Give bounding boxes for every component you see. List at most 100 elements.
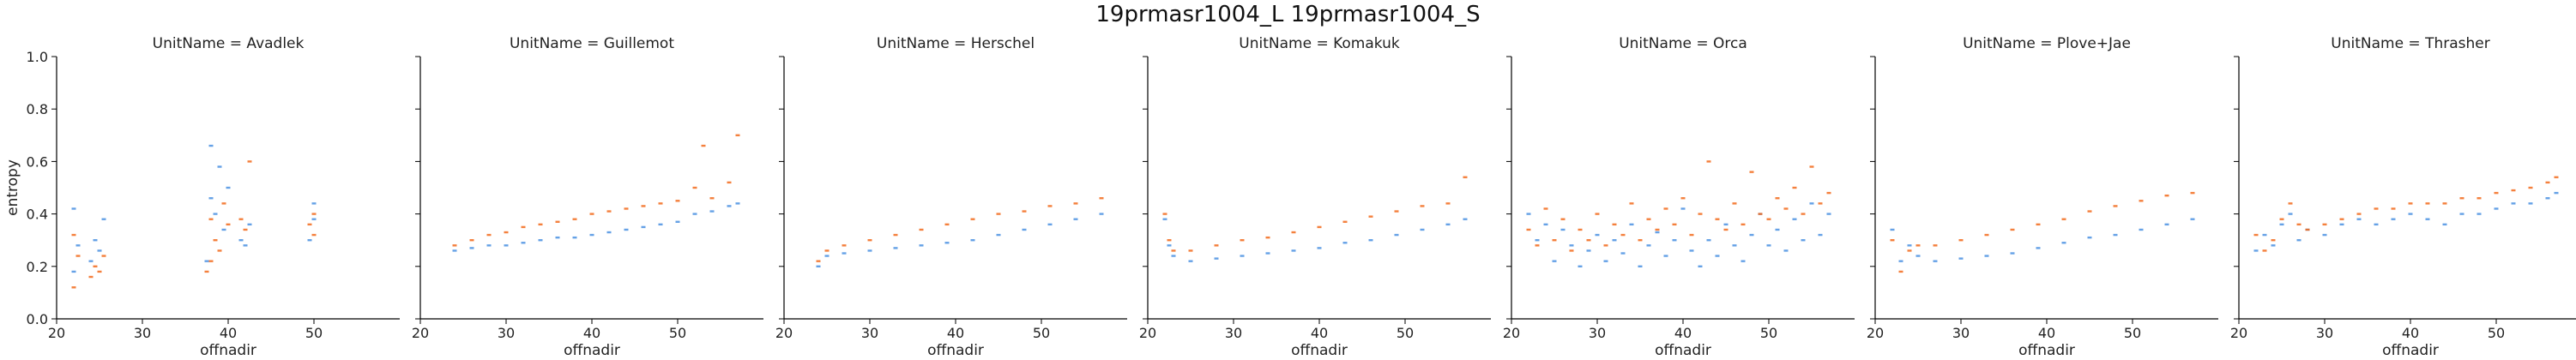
point-L [1526, 213, 1531, 215]
point-L [2476, 213, 2482, 215]
point-L [311, 218, 317, 220]
point-L [486, 244, 492, 247]
point-L [1167, 244, 1172, 247]
point-L [2036, 247, 2041, 249]
point-S [1898, 270, 1903, 273]
x-tick-label: 20 [412, 325, 429, 341]
point-S [101, 255, 106, 257]
point-S [1265, 236, 1270, 239]
point-L [1543, 223, 1548, 226]
point-S [816, 260, 821, 262]
point-S [243, 228, 248, 231]
point-S [2339, 218, 2344, 220]
x-tick-label: 30 [2316, 325, 2333, 341]
point-S [2374, 207, 2379, 210]
point-S [996, 213, 1001, 215]
point-L [1689, 249, 1694, 252]
x-axis-label: offnadir [2018, 342, 2075, 359]
facet-title: UnitName = Guillemot [510, 35, 674, 52]
point-L [1715, 255, 1720, 257]
point-L [1680, 207, 1686, 210]
point-S [893, 233, 898, 237]
point-L [504, 244, 509, 247]
point-S [1595, 213, 1600, 215]
point-S [1073, 202, 1078, 205]
point-S [1214, 244, 1219, 247]
point-L [1984, 255, 1989, 257]
point-L [1915, 255, 1921, 257]
point-S [2113, 205, 2118, 207]
point-S [658, 202, 663, 205]
point-L [1394, 233, 1399, 237]
point-S [1826, 191, 1831, 195]
point-L [1291, 249, 1296, 252]
point-L [1749, 233, 1754, 237]
point-S [1368, 215, 1373, 218]
point-L [658, 223, 663, 226]
point-S [1646, 218, 1651, 220]
point-L [1368, 239, 1373, 242]
point-S [1463, 176, 1468, 178]
point-S [1775, 197, 1780, 200]
point-S [2554, 176, 2559, 178]
point-L [1552, 260, 1557, 262]
point-S [2545, 181, 2550, 184]
point-L [1801, 239, 1806, 242]
point-L [2262, 233, 2267, 237]
point-L [97, 249, 102, 252]
point-S [867, 239, 872, 242]
point-S [1723, 228, 1728, 231]
point-S [1099, 197, 1104, 200]
point-L [842, 252, 847, 255]
point-S [1445, 202, 1451, 205]
point-L [1698, 265, 1703, 267]
point-L [243, 244, 248, 247]
point-S [641, 205, 646, 207]
point-S [226, 223, 231, 226]
point-S [2425, 202, 2430, 205]
point-L [2164, 223, 2169, 226]
point-L [2271, 244, 2276, 247]
facet-title: UnitName = Plove+Jae [1963, 35, 2131, 52]
point-S [2442, 202, 2447, 205]
point-S [93, 265, 98, 267]
point-S [2036, 223, 2041, 226]
point-S [1394, 210, 1399, 213]
point-S [247, 160, 252, 163]
point-L [1732, 244, 1737, 247]
point-L [1655, 231, 1660, 234]
point-S [1560, 218, 1566, 220]
point-L [1162, 218, 1167, 220]
point-L [1663, 255, 1668, 257]
point-L [221, 228, 226, 231]
point-S [1171, 249, 1176, 252]
point-S [572, 218, 577, 220]
point-L [1099, 213, 1104, 215]
point-L [624, 228, 629, 231]
point-L [1595, 233, 1600, 237]
point-L [71, 207, 76, 210]
x-tick-label: 50 [2488, 325, 2505, 341]
point-L [1723, 223, 1728, 226]
point-S [1715, 218, 1720, 220]
point-S [486, 233, 492, 237]
x-tick-label: 40 [583, 325, 600, 341]
point-L [71, 270, 76, 273]
point-S [606, 210, 612, 213]
x-tick-label: 20 [1503, 325, 1520, 341]
point-L [1809, 202, 1814, 205]
point-L [307, 239, 312, 242]
point-L [2408, 213, 2413, 215]
facet-title: UnitName = Orca [1619, 35, 1747, 52]
point-L [944, 242, 950, 244]
facet-title: UnitName = Thrasher [2331, 35, 2489, 52]
point-S [1578, 228, 1583, 231]
point-S [1732, 202, 1737, 205]
point-S [1783, 207, 1789, 210]
x-tick-label: 30 [1952, 325, 1970, 341]
point-S [1890, 239, 1895, 242]
point-L [2139, 228, 2144, 231]
figure-title: 19prmasr1004_L 19prmasr1004_S [1095, 2, 1481, 27]
point-L [1740, 260, 1746, 262]
point-L [2425, 218, 2430, 220]
